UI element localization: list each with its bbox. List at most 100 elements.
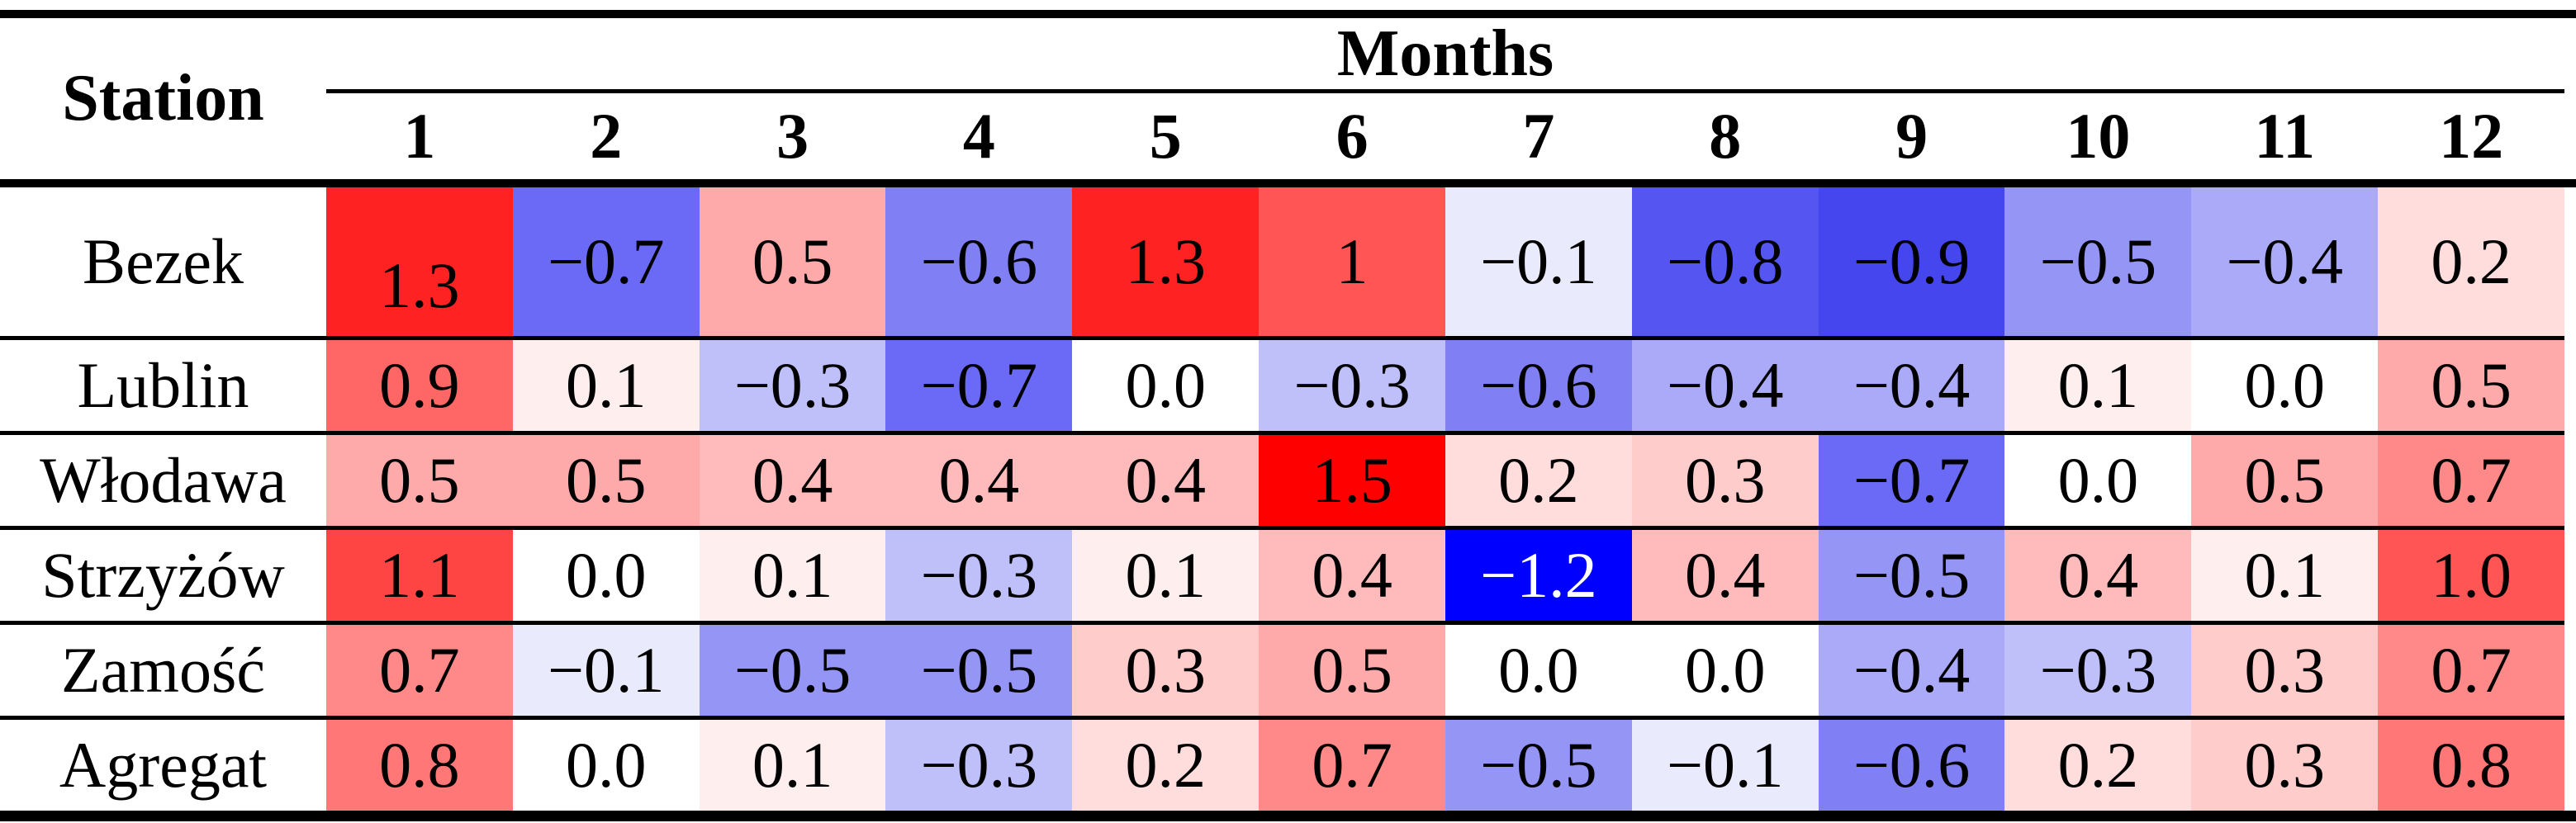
table-body: Bezek 1.3 −0.7 0.5 −0.6 1.3 1 −0.1 −0.8 −0.9 −0.5−… xyxy=(0,187,2576,811)
heatmap-cell: 0.3 xyxy=(2191,625,2379,716)
heatmap-cell: 0.5 xyxy=(326,435,513,526)
heatmap-cell: −0.3 xyxy=(2004,625,2192,716)
heatmap-cell: −0.3 xyxy=(699,340,886,431)
heatmap-cell: 0.5 xyxy=(2191,435,2379,526)
month-column-header: 4 xyxy=(962,100,995,172)
heatmap-cell: 0.7 xyxy=(2378,435,2564,526)
months-header-block: Months 1 2 3 4 5 6 7 8 9 10 11 12 xyxy=(326,17,2564,179)
heatmap-cell: −0.6 xyxy=(1445,340,1632,431)
heatmap-cell: −0.5 xyxy=(1818,530,2005,621)
station-label: Lublin xyxy=(0,340,326,431)
heatmap-cell: 1.3 xyxy=(1072,187,1260,336)
heatmap-cell: 0.1 xyxy=(512,340,700,431)
table-row: Strzyżów 1.1 0.0 0.1 −0.3 0.1 0.4 −1.2 0.4 −0.5 0.… xyxy=(0,526,2564,621)
heatmap-cell: 0.9 xyxy=(326,340,513,431)
bottom-rule xyxy=(0,811,2576,821)
heatmap-cell: −0.5 xyxy=(699,625,886,716)
heatmap-cell: 0.0 xyxy=(1631,625,1819,716)
month-number-headers: 1 2 3 4 5 6 7 8 9 10 11 12 xyxy=(326,93,2564,179)
heatmap-cell: 0.1 xyxy=(2004,340,2192,431)
heatmap-cell: −0.5 xyxy=(885,625,1073,716)
heatmap-cell: 0.0 xyxy=(2191,340,2379,431)
heatmap-cell: 0.0 xyxy=(1445,625,1632,716)
heatmap-cell: 1.5 xyxy=(1259,435,1445,526)
heatmap-cell: −0.7 xyxy=(512,187,700,336)
heatmap-cell: 0.4 xyxy=(699,435,886,526)
table-row: Bezek 1.3 −0.7 0.5 −0.6 1.3 1 −0.1 −0.8 −0.9 −0.5−… xyxy=(0,187,2564,336)
months-group-header: Months xyxy=(1336,17,1554,90)
heatmap-cell: 0.7 xyxy=(326,625,513,716)
heatmap-cell: 0.0 xyxy=(512,530,700,621)
heatmap-cell: 0.1 xyxy=(699,530,886,621)
heatmap-cell: 0.5 xyxy=(512,435,700,526)
top-rule xyxy=(0,10,2576,18)
station-label: Włodawa xyxy=(0,435,326,526)
heatmap-cell: 0.0 xyxy=(1072,340,1260,431)
station-label: Bezek xyxy=(0,187,326,336)
heatmap-cell: 0.8 xyxy=(2378,720,2564,811)
heatmap-cell: 0.5 xyxy=(699,187,886,336)
heatmap-cell: 1.3 xyxy=(326,187,513,336)
heatmap-cell: 0.3 xyxy=(1631,435,1819,526)
heatmap-cell: 0.1 xyxy=(1072,530,1260,621)
table-row: Zamość 0.7 −0.1 −0.5 −0.5 0.3 0.5 0.0 0.0 −0.4 −0.… xyxy=(0,621,2564,716)
heatmap-cell: 0.4 xyxy=(2004,530,2192,621)
month-column-header: 9 xyxy=(1895,100,1928,172)
heatmap-cell: 0.8 xyxy=(326,720,513,811)
heatmap-cell: 0.3 xyxy=(2191,720,2379,811)
station-label: Strzyżów xyxy=(0,530,326,621)
heatmap-cell: 0.4 xyxy=(1259,530,1445,621)
month-column-header: 5 xyxy=(1149,100,1182,172)
heatmap-cell: 0.0 xyxy=(512,720,700,811)
heatmap-cell: −0.8 xyxy=(1631,187,1819,336)
heatmap-cell: −0.1 xyxy=(512,625,700,716)
heatmap-cell: 0.4 xyxy=(1072,435,1260,526)
heatmap-cell: 0.1 xyxy=(699,720,886,811)
month-column-header: 10 xyxy=(2066,100,2131,172)
month-column-header: 6 xyxy=(1335,100,1369,172)
heatmap-cell: 0.2 xyxy=(1445,435,1632,526)
table-row: Agregat 0.8 0.0 0.1 −0.3 0.2 0.7 −0.5 −0.1 −0.6 0.… xyxy=(0,716,2564,811)
heatmap-cell: −0.6 xyxy=(1818,720,2005,811)
heatmap-cell: 0.7 xyxy=(1259,720,1445,811)
table-header: Station Months 1 2 3 4 5 6 7 8 9 10 11 12 xyxy=(0,17,2564,179)
heatmap-cell: −0.1 xyxy=(1445,187,1632,336)
station-column-header: Station xyxy=(62,62,264,135)
heatmap-cell: −0.4 xyxy=(1631,340,1819,431)
heatmap-cell: −1.2 xyxy=(1445,530,1632,621)
heatmap-cell: −0.4 xyxy=(2191,187,2379,336)
heatmap-cell: −0.4 xyxy=(1818,625,2005,716)
heatmap-cell: −0.5 xyxy=(1445,720,1632,811)
heatmap-cell: −0.9 xyxy=(1818,187,2005,336)
heatmap-cell: 0.2 xyxy=(2004,720,2192,811)
heatmap-cell: 1.1 xyxy=(326,530,513,621)
heatmap-cell: −0.6 xyxy=(885,187,1073,336)
heatmap-cell: 0.0 xyxy=(2004,435,2192,526)
heatmap-cell: 0.4 xyxy=(885,435,1073,526)
heatmap-cell: 0.1 xyxy=(2191,530,2379,621)
header-separator-rule xyxy=(0,179,2576,187)
heatmap-cell: −0.4 xyxy=(1818,340,2005,431)
months-underline-rule xyxy=(326,89,2564,93)
station-label: Zamość xyxy=(0,625,326,716)
heatmap-cell: 0.2 xyxy=(1072,720,1260,811)
heatmap-cell: −0.7 xyxy=(1818,435,2005,526)
heatmap-cell: −0.7 xyxy=(885,340,1073,431)
heatmap-cell: 0.5 xyxy=(1259,625,1445,716)
heatmap-cell: 0.7 xyxy=(2378,625,2564,716)
heatmap-cell: −0.3 xyxy=(1259,340,1445,431)
heatmap-cell: 1.0 xyxy=(2378,530,2564,621)
month-column-header: 8 xyxy=(1709,100,1742,172)
month-column-header: 2 xyxy=(590,100,623,172)
month-column-header: 7 xyxy=(1522,100,1555,172)
table-row: Lublin 0.9 0.1 −0.3 −0.7 0.0 −0.3 −0.6 −0.4 −0.4 0… xyxy=(0,336,2564,431)
heatmap-cell: −0.3 xyxy=(885,530,1073,621)
heatmap-cell: −0.3 xyxy=(885,720,1073,811)
month-column-header: 1 xyxy=(403,100,436,172)
heatmap-cell: 0.5 xyxy=(2378,340,2564,431)
month-column-header: 11 xyxy=(2254,100,2316,172)
table-row: Włodawa 0.5 0.5 0.4 0.4 0.4 1.5 0.2 0.3 −0.7 0.0 0.… xyxy=(0,431,2564,526)
station-label: Agregat xyxy=(0,720,326,811)
month-column-header: 3 xyxy=(776,100,809,172)
